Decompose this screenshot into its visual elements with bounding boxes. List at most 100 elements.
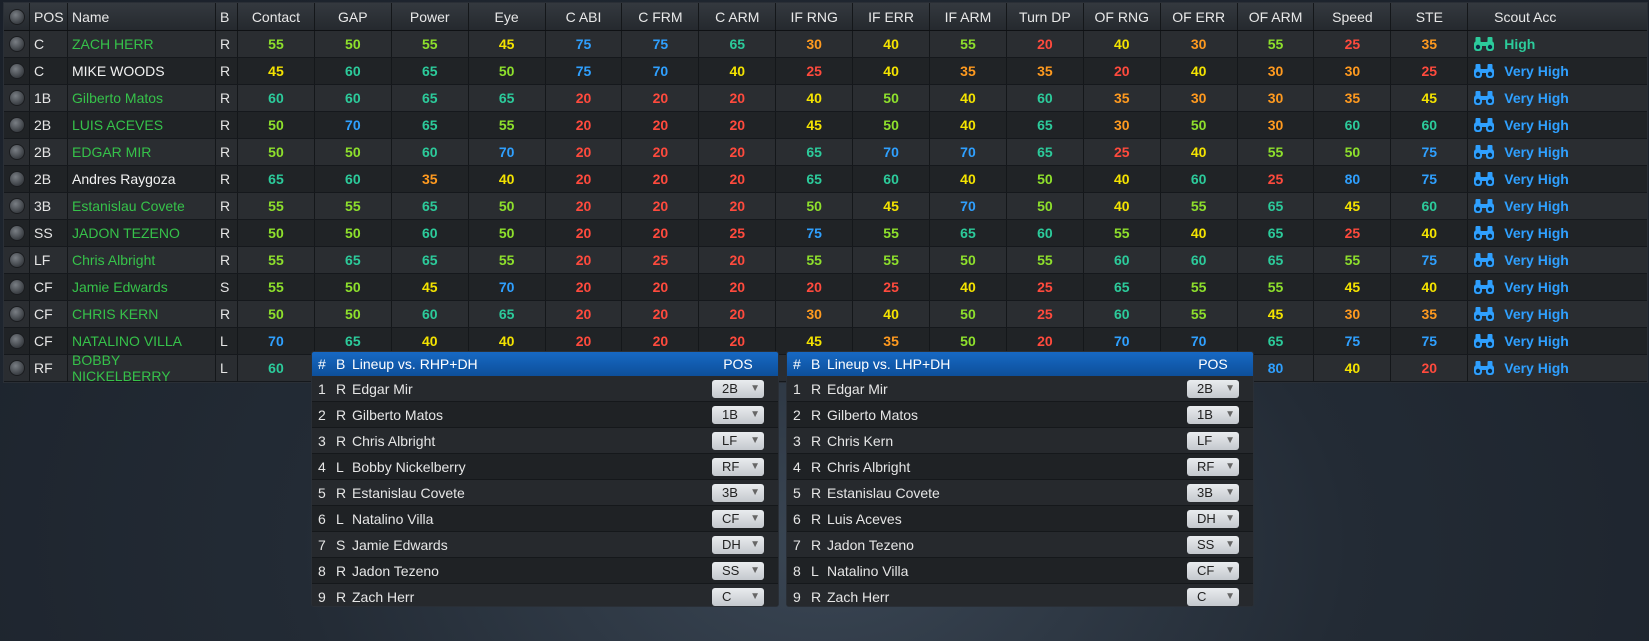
lineup-row[interactable]: 7 S Jamie Edwards DH ▼	[312, 532, 778, 558]
player-name[interactable]: JADON TEZENO	[68, 220, 216, 246]
player-row[interactable]: 2B Andres Raygoza R 65 60 35 40 20 20 20 65 60 40 50 4…	[4, 166, 1647, 193]
circle-dot-icon[interactable]	[8, 198, 25, 214]
player-name[interactable]: Gilberto Matos	[68, 85, 216, 111]
header-c-arm[interactable]: C ARM	[699, 3, 777, 30]
circle-dot-icon[interactable]	[8, 36, 25, 52]
circle-dot-icon[interactable]	[8, 117, 25, 133]
position-select[interactable]: SS ▼	[1187, 535, 1239, 554]
player-row[interactable]: 2B LUIS ACEVES R 50 70 65 55 20 20 20 45 50 40 65 30 50…	[4, 112, 1647, 139]
header-of-arm[interactable]: OF ARM	[1238, 3, 1315, 30]
position-select[interactable]: C ▼	[1187, 587, 1239, 606]
position-select[interactable]: LF ▼	[1187, 431, 1239, 450]
chevron-down-icon[interactable]: ▼	[1225, 435, 1235, 446]
header-pos[interactable]: POS	[30, 3, 68, 30]
chevron-down-icon[interactable]: ▼	[750, 487, 760, 498]
header-if-rng[interactable]: IF RNG	[776, 3, 854, 30]
circle-dot-icon[interactable]	[8, 63, 25, 79]
player-name[interactable]: Luis Aceves	[827, 510, 902, 527]
player-name[interactable]: Jamie Edwards	[68, 274, 216, 300]
chevron-down-icon[interactable]: ▼	[1225, 383, 1235, 394]
row-select-cell[interactable]	[4, 193, 30, 219]
chevron-down-icon[interactable]: ▼	[1225, 487, 1235, 498]
player-name[interactable]: LUIS ACEVES	[68, 112, 216, 138]
position-select[interactable]: 2B ▼	[712, 379, 764, 398]
header-c-frm[interactable]: C FRM	[622, 3, 700, 30]
header-turn-dp[interactable]: Turn DP	[1007, 3, 1084, 30]
chevron-down-icon[interactable]: ▼	[1225, 409, 1235, 420]
header-pos[interactable]: POS	[723, 356, 753, 372]
position-select[interactable]: CF ▼	[712, 509, 764, 528]
lineup-row[interactable]: 3 R Chris Kern LF ▼	[787, 428, 1253, 454]
player-row[interactable]: C MIKE WOODS R 45 60 65 50 75 70 40 25 40 35 35 20 40 30…	[4, 58, 1647, 85]
header-pos[interactable]: POS	[1198, 356, 1228, 372]
lineup-row[interactable]: 1 R Edgar Mir 2B ▼	[787, 376, 1253, 402]
header-bats[interactable]: B	[336, 356, 346, 372]
row-select-cell[interactable]	[4, 220, 30, 246]
player-name[interactable]: Edgar Mir	[827, 380, 888, 397]
position-select[interactable]: 3B ▼	[1187, 483, 1239, 502]
player-name[interactable]: CHRIS KERN	[68, 301, 216, 327]
player-name[interactable]: Gilberto Matos	[352, 406, 444, 423]
player-name[interactable]: MIKE WOODS	[68, 58, 216, 84]
lineup-row[interactable]: 6 R Luis Aceves DH ▼	[787, 506, 1253, 532]
row-select-cell[interactable]	[4, 328, 30, 354]
lineup-row[interactable]: 7 R Jadon Tezeno SS ▼	[787, 532, 1253, 558]
lineup-row[interactable]: 9 R Zach Herr C ▼	[312, 584, 778, 606]
chevron-down-icon[interactable]: ▼	[1225, 513, 1235, 524]
player-row[interactable]: CF CHRIS KERN R 50 50 60 65 20 20 20 30 40 50 25 60 55 4…	[4, 301, 1647, 328]
header-ste[interactable]: STE	[1391, 3, 1469, 30]
player-name[interactable]: ZACH HERR	[68, 31, 216, 57]
chevron-down-icon[interactable]: ▼	[750, 539, 760, 550]
player-name[interactable]: Estanislau Covete	[827, 484, 940, 501]
lineup-row[interactable]: 8 R Jadon Tezeno SS ▼	[312, 558, 778, 584]
player-row[interactable]: 2B EDGAR MIR R 50 50 60 70 20 20 20 65 70 70 65 25 40 55…	[4, 139, 1647, 166]
player-name[interactable]: Estanislau Covete	[352, 484, 465, 501]
chevron-down-icon[interactable]: ▼	[1225, 565, 1235, 576]
lineup-row[interactable]: 9 R Zach Herr C ▼	[787, 584, 1253, 606]
player-name[interactable]: Estanislau Covete	[68, 193, 216, 219]
header-if-err[interactable]: IF ERR	[853, 3, 931, 30]
lineup-row[interactable]: 2 R Gilberto Matos 1B ▼	[787, 402, 1253, 428]
position-select[interactable]: DH ▼	[1187, 509, 1239, 528]
position-select[interactable]: RF ▼	[712, 457, 764, 476]
player-row[interactable]: 1B Gilberto Matos R 60 60 65 65 20 20 20 40 50 40 60 3…	[4, 85, 1647, 112]
player-name[interactable]: Zach Herr	[827, 588, 890, 605]
select-all-cell[interactable]	[4, 3, 30, 30]
circle-dot-icon[interactable]	[8, 252, 25, 268]
chevron-down-icon[interactable]: ▼	[750, 513, 760, 524]
lineup-row[interactable]: 4 R Chris Albright RF ▼	[787, 454, 1253, 480]
player-row[interactable]: CF Jamie Edwards S 55 50 45 70 20 20 20 20 25 40 25 65…	[4, 274, 1647, 301]
header-power[interactable]: Power	[392, 3, 469, 30]
header-c-abi[interactable]: C ABI	[546, 3, 623, 30]
player-row[interactable]: 3B Estanislau Covete R 55 55 65 50 20 20 20 50 45 70…	[4, 193, 1647, 220]
player-name[interactable]: Chris Albright	[68, 247, 216, 273]
circle-dot-icon[interactable]	[8, 279, 25, 295]
position-select[interactable]: C ▼	[712, 587, 764, 606]
lineup-row[interactable]: 2 R Gilberto Matos 1B ▼	[312, 402, 778, 428]
lineup-row[interactable]: 5 R Estanislau Covete 3B ▼	[312, 480, 778, 506]
circle-dot-icon[interactable]	[8, 171, 25, 187]
player-name[interactable]: Jadon Tezeno	[827, 536, 914, 553]
position-select[interactable]: 3B ▼	[712, 483, 764, 502]
position-select[interactable]: 1B ▼	[712, 405, 764, 424]
row-select-cell[interactable]	[4, 301, 30, 327]
player-name[interactable]: Bobby Nickelberry	[352, 458, 466, 475]
lineup-title[interactable]: Lineup vs. RHP+DH	[352, 356, 478, 372]
position-select[interactable]: CF ▼	[1187, 561, 1239, 580]
header-if-arm[interactable]: IF ARM	[930, 3, 1007, 30]
row-select-cell[interactable]	[4, 85, 30, 111]
player-name[interactable]: Natalino Villa	[827, 562, 909, 579]
header-contact[interactable]: Contact	[238, 3, 315, 30]
position-select[interactable]: LF ▼	[712, 431, 764, 450]
position-select[interactable]: SS ▼	[712, 561, 764, 580]
row-select-cell[interactable]	[4, 247, 30, 273]
row-select-cell[interactable]	[4, 31, 30, 57]
header-speed[interactable]: Speed	[1314, 3, 1392, 30]
row-select-cell[interactable]	[4, 112, 30, 138]
player-row[interactable]: SS JADON TEZENO R 50 50 60 50 20 20 25 75 55 65 60 55 4…	[4, 220, 1647, 247]
lineup-row[interactable]: 3 R Chris Albright LF ▼	[312, 428, 778, 454]
row-select-cell[interactable]	[4, 274, 30, 300]
player-name[interactable]: Zach Herr	[352, 588, 415, 605]
player-name[interactable]: Chris Kern	[827, 432, 894, 449]
position-select[interactable]: RF ▼	[1187, 457, 1239, 476]
